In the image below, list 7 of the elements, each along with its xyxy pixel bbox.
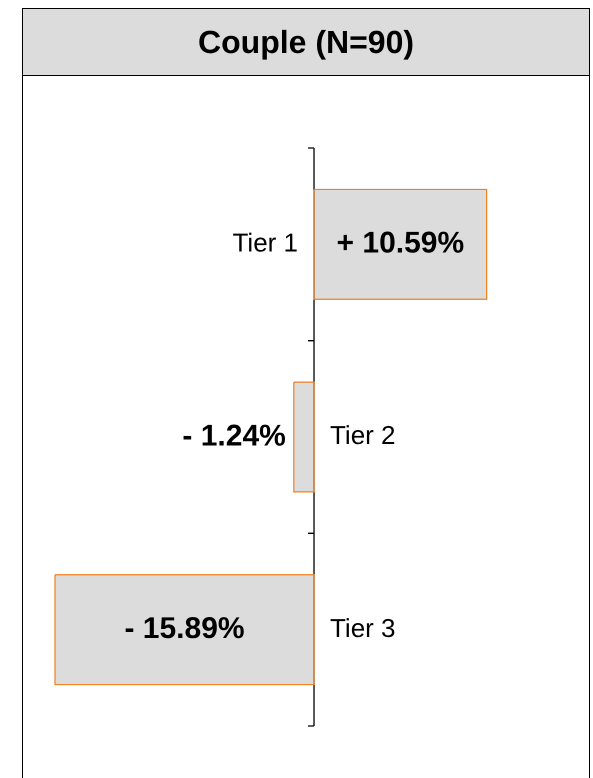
data-label: - 1.24% xyxy=(182,419,286,452)
y-tick-label: Tier 2 xyxy=(330,420,396,450)
data-label: + 10.59% xyxy=(336,226,464,260)
chart-title: Couple (N=90) xyxy=(23,9,589,76)
data-label: - 15.89% xyxy=(124,612,245,645)
y-tick-label: Tier 1 xyxy=(232,228,298,258)
y-tick-label: Tier 3 xyxy=(330,612,396,643)
